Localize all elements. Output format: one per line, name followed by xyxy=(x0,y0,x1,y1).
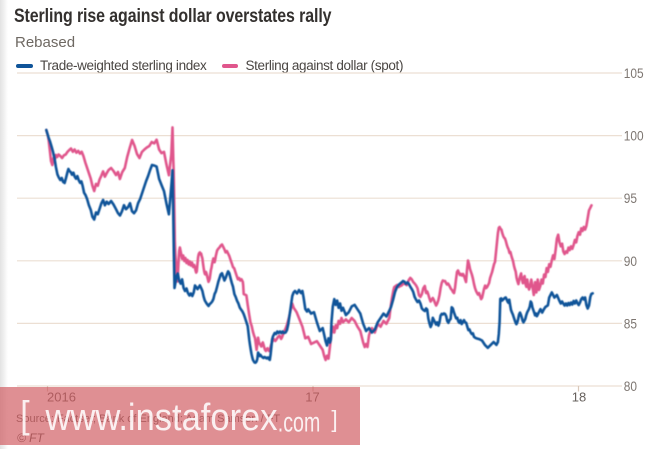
svg-text:100: 100 xyxy=(624,128,644,144)
svg-text:105: 105 xyxy=(624,65,644,81)
svg-text:]: ] xyxy=(331,406,337,432)
svg-text:www.instaforex: www.instaforex xyxy=(45,397,278,439)
svg-text:[: [ xyxy=(20,394,30,436)
svg-text:90: 90 xyxy=(624,253,637,269)
svg-text:18: 18 xyxy=(572,390,586,405)
svg-text:85: 85 xyxy=(624,315,637,331)
svg-text:.com: .com xyxy=(278,407,321,438)
svg-text:95: 95 xyxy=(624,190,637,206)
svg-text:80: 80 xyxy=(624,378,637,394)
